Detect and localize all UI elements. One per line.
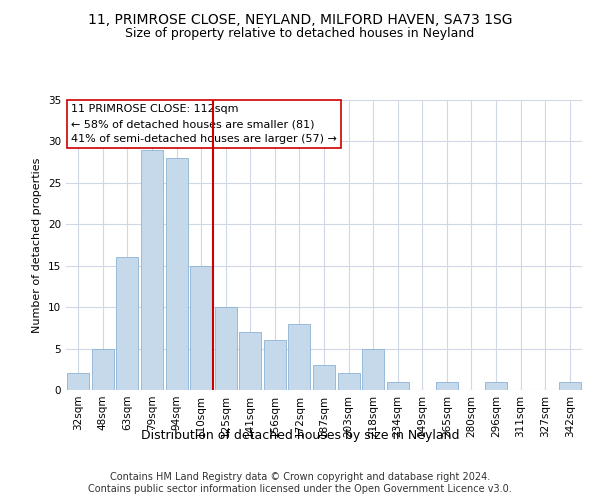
Bar (313, 365, 335, 390)
Y-axis label: Number of detached properties: Number of detached properties (32, 158, 43, 332)
Bar (289, 324, 310, 390)
Text: Size of property relative to detached houses in Neyland: Size of property relative to detached ho… (125, 28, 475, 40)
Bar (436, 382, 458, 390)
Bar (485, 382, 507, 390)
Bar (116, 258, 139, 390)
Bar (264, 340, 286, 390)
Bar (92, 348, 114, 390)
Bar (559, 382, 581, 390)
Text: Contains HM Land Registry data © Crown copyright and database right 2024.: Contains HM Land Registry data © Crown c… (110, 472, 490, 482)
Bar (67, 374, 89, 390)
Bar (239, 332, 262, 390)
Bar (141, 150, 163, 390)
Text: Contains public sector information licensed under the Open Government Licence v3: Contains public sector information licen… (88, 484, 512, 494)
Bar (386, 382, 409, 390)
Bar (338, 374, 359, 390)
Text: 11, PRIMROSE CLOSE, NEYLAND, MILFORD HAVEN, SA73 1SG: 11, PRIMROSE CLOSE, NEYLAND, MILFORD HAV… (88, 12, 512, 26)
Bar (190, 266, 212, 390)
Bar (362, 348, 384, 390)
Text: 11 PRIMROSE CLOSE: 112sqm
← 58% of detached houses are smaller (81)
41% of semi-: 11 PRIMROSE CLOSE: 112sqm ← 58% of detac… (71, 104, 337, 144)
Bar (215, 307, 237, 390)
Text: Distribution of detached houses by size in Neyland: Distribution of detached houses by size … (141, 428, 459, 442)
Bar (166, 158, 188, 390)
